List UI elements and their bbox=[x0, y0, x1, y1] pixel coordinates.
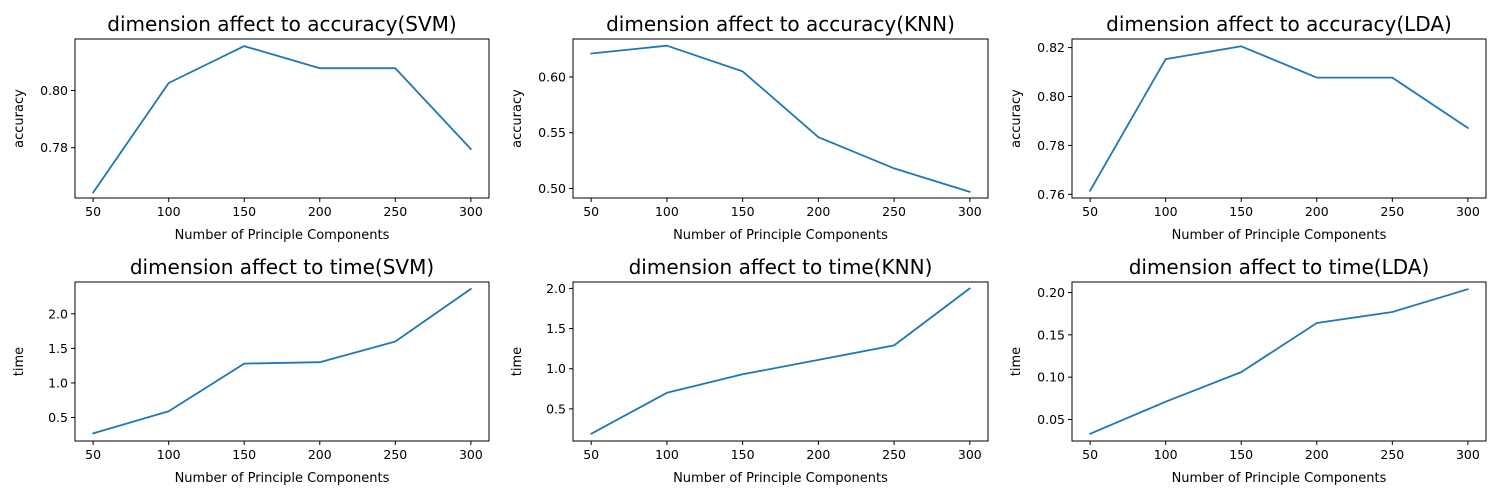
subplot-2: dimension affect to accuracy(KNN) 50 100 15… bbox=[510, 12, 989, 243]
x-tick-label: 50 bbox=[1082, 204, 1098, 219]
y-axis-label: accuracy bbox=[12, 89, 27, 148]
y-tick-label: 1.0 bbox=[546, 361, 566, 376]
chart-title: dimension affect to accuracy(SVM) bbox=[107, 12, 456, 36]
x-axis-label: Number of Principle Components bbox=[1172, 471, 1387, 486]
x-tick-label: 50 bbox=[1082, 447, 1098, 462]
x-tick-label: 250 bbox=[383, 204, 407, 219]
y-axis-label: time bbox=[510, 347, 525, 376]
subplot-5: dimension affect to time(KNN) 50 100 150 200… bbox=[510, 255, 989, 486]
plot-frame bbox=[1071, 38, 1487, 199]
x-axis-label: Number of Principle Components bbox=[175, 228, 390, 243]
y-tick-label: 1.5 bbox=[48, 341, 68, 356]
x-tick-label: 150 bbox=[232, 204, 256, 219]
x-tick-label: 200 bbox=[308, 204, 332, 219]
y-tick-label: 0.20 bbox=[1037, 285, 1065, 300]
x-tick-label: 250 bbox=[1380, 447, 1404, 462]
y-tick-label: 0.76 bbox=[1037, 187, 1065, 202]
x-tick-label: 250 bbox=[1380, 204, 1404, 219]
series-line bbox=[92, 45, 472, 194]
y-tick-label: 0.80 bbox=[1037, 89, 1065, 104]
y-tick-label: 1.0 bbox=[48, 375, 68, 390]
x-axis-label: Number of Principle Components bbox=[673, 228, 888, 243]
chart-title: dimension affect to time(KNN) bbox=[629, 255, 933, 279]
x-tick-label: 200 bbox=[1305, 447, 1329, 462]
x-tick-label: 150 bbox=[731, 447, 755, 462]
y-tick-label: 0.60 bbox=[538, 69, 566, 84]
x-tick-label: 300 bbox=[958, 204, 982, 219]
y-tick-label: 0.80 bbox=[40, 83, 68, 98]
x-tick-label: 100 bbox=[1154, 204, 1178, 219]
plot-frame bbox=[572, 281, 989, 442]
series-line bbox=[590, 44, 971, 193]
subplot-3: dimension affect to accuracy(LDA) 50 100 15… bbox=[1009, 12, 1487, 243]
series-line bbox=[1089, 288, 1469, 435]
x-axis-label: Number of Principle Components bbox=[175, 471, 390, 486]
x-tick-label: 150 bbox=[232, 447, 256, 462]
x-axis-label: Number of Principle Components bbox=[1172, 228, 1387, 243]
plot-frame bbox=[1071, 281, 1487, 442]
subplot-4: dimension affect to time(SVM) 50 100 150 200… bbox=[12, 255, 490, 486]
y-tick-label: 0.15 bbox=[1037, 327, 1065, 342]
y-tick-label: 1.5 bbox=[546, 321, 566, 336]
chart-title: dimension affect to accuracy(LDA) bbox=[1106, 12, 1452, 36]
y-tick-label: 0.05 bbox=[1037, 412, 1065, 427]
subplot-6: dimension affect to time(LDA) 50 100 150 200… bbox=[1009, 255, 1487, 486]
x-tick-label: 200 bbox=[308, 447, 332, 462]
x-tick-label: 150 bbox=[1229, 447, 1253, 462]
x-tick-label: 100 bbox=[655, 204, 679, 219]
x-tick-label: 100 bbox=[157, 447, 181, 462]
x-tick-label: 50 bbox=[85, 447, 101, 462]
x-tick-label: 100 bbox=[157, 204, 181, 219]
x-tick-label: 300 bbox=[459, 447, 483, 462]
x-tick-label: 250 bbox=[882, 447, 906, 462]
chart-title: dimension affect to accuracy(KNN) bbox=[606, 12, 955, 36]
x-tick-label: 50 bbox=[583, 204, 599, 219]
y-axis-label: accuracy bbox=[510, 89, 525, 148]
y-tick-label: 0.78 bbox=[1037, 138, 1065, 153]
series-line bbox=[92, 287, 472, 435]
plot-frame bbox=[74, 281, 490, 442]
x-tick-label: 250 bbox=[882, 204, 906, 219]
series-line bbox=[1089, 45, 1469, 192]
x-tick-label: 100 bbox=[1154, 447, 1178, 462]
x-tick-label: 150 bbox=[1229, 204, 1253, 219]
y-tick-label: 0.10 bbox=[1037, 370, 1065, 385]
y-tick-label: 2.0 bbox=[48, 306, 68, 321]
y-tick-label: 0.50 bbox=[538, 181, 566, 196]
y-axis-label: time bbox=[1009, 347, 1024, 376]
x-tick-label: 200 bbox=[806, 204, 830, 219]
chart-title: dimension affect to time(LDA) bbox=[1129, 255, 1430, 279]
series-line bbox=[590, 287, 971, 435]
x-axis-label: Number of Principle Components bbox=[673, 471, 888, 486]
x-tick-label: 300 bbox=[1456, 447, 1480, 462]
x-tick-label: 300 bbox=[958, 447, 982, 462]
x-tick-label: 300 bbox=[1456, 204, 1480, 219]
y-tick-label: 0.82 bbox=[1037, 40, 1065, 55]
x-tick-label: 200 bbox=[1305, 204, 1329, 219]
y-tick-label: 0.78 bbox=[40, 140, 68, 155]
x-tick-label: 100 bbox=[655, 447, 679, 462]
y-tick-label: 2.0 bbox=[546, 281, 566, 296]
chart-title: dimension affect to time(SVM) bbox=[130, 255, 434, 279]
y-axis-label: accuracy bbox=[1009, 89, 1024, 148]
x-tick-label: 300 bbox=[459, 204, 483, 219]
y-tick-label: 0.55 bbox=[538, 125, 566, 140]
plot-frame bbox=[572, 38, 989, 199]
y-axis-label: time bbox=[12, 347, 27, 376]
x-tick-label: 200 bbox=[806, 447, 830, 462]
y-tick-label: 0.5 bbox=[48, 410, 68, 425]
x-tick-label: 50 bbox=[85, 204, 101, 219]
x-tick-label: 150 bbox=[731, 204, 755, 219]
y-tick-label: 0.5 bbox=[546, 401, 566, 416]
x-tick-label: 250 bbox=[383, 447, 407, 462]
subplot-1: dimension affect to accuracy(SVM) 50 100 15… bbox=[12, 12, 490, 243]
plot-frame bbox=[74, 38, 490, 199]
x-tick-label: 50 bbox=[583, 447, 599, 462]
